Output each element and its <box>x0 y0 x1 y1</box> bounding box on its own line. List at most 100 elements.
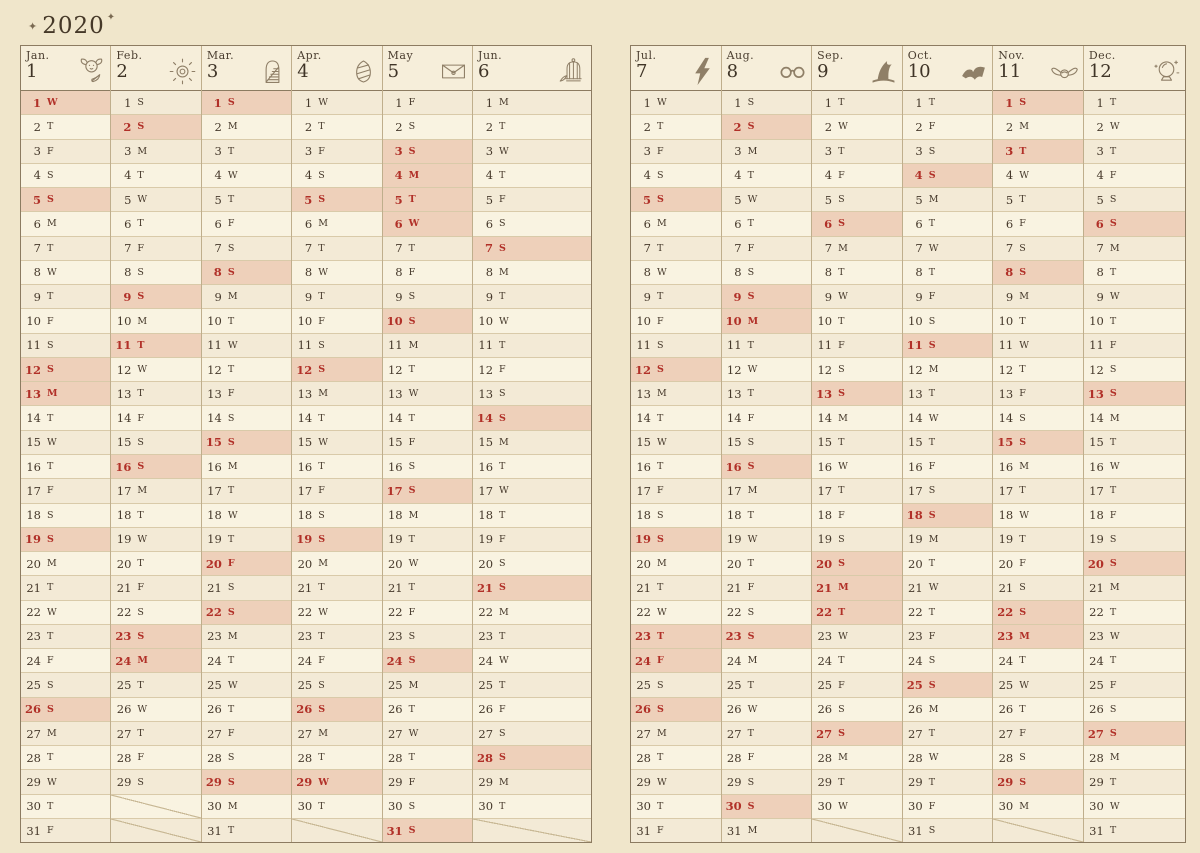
day-cell-jan-21[interactable]: 21 T <box>21 576 111 601</box>
day-cell-oct-11[interactable]: 11 S <box>902 333 993 358</box>
day-cell-jun-12[interactable]: 12 F <box>473 357 592 383</box>
day-cell-may-28[interactable]: 28 T <box>382 746 473 771</box>
day-cell-aug-22[interactable]: 22 S <box>721 600 812 625</box>
day-cell-aug-31[interactable]: 31 M <box>721 818 812 843</box>
day-cell-oct-13[interactable]: 13 T <box>902 382 993 407</box>
day-cell-sep-19[interactable]: 19 S <box>812 527 902 553</box>
day-cell-mar-13[interactable]: 13 F <box>201 382 292 407</box>
day-cell-nov-10[interactable]: 10 T <box>993 309 1083 334</box>
day-cell-nov-30[interactable]: 30 M <box>993 794 1083 819</box>
day-cell-sep-30[interactable]: 30 W <box>812 794 902 819</box>
day-cell-nov-21[interactable]: 21 S <box>993 576 1083 601</box>
day-cell-mar-24[interactable]: 24 T <box>201 649 292 674</box>
day-cell-mar-14[interactable]: 14 S <box>201 406 292 431</box>
day-cell-mar-19[interactable]: 19 T <box>201 527 292 553</box>
day-cell-nov-19[interactable]: 19 T <box>993 527 1083 553</box>
day-cell-jul-16[interactable]: 16 T <box>631 454 721 480</box>
day-cell-jun-14[interactable]: 14 S <box>473 406 592 431</box>
day-cell-aug-26[interactable]: 26 W <box>721 697 812 722</box>
day-cell-apr-11[interactable]: 11 S <box>292 333 382 358</box>
day-cell-sep-26[interactable]: 26 S <box>812 697 902 722</box>
day-cell-oct-30[interactable]: 30 F <box>902 794 993 819</box>
day-cell-jul-11[interactable]: 11 S <box>631 333 721 358</box>
day-cell-may-15[interactable]: 15 F <box>382 430 473 455</box>
day-cell-may-23[interactable]: 23 S <box>382 624 473 650</box>
day-cell-aug-10[interactable]: 10 M <box>721 309 812 334</box>
day-cell-feb-13[interactable]: 13 T <box>111 382 201 407</box>
day-cell-feb-29[interactable]: 29 S <box>111 770 201 795</box>
day-cell-may-25[interactable]: 25 M <box>382 673 473 698</box>
day-cell-jan-23[interactable]: 23 T <box>21 624 111 650</box>
day-cell-nov-14[interactable]: 14 S <box>993 406 1083 431</box>
day-cell-nov-13[interactable]: 13 F <box>993 382 1083 407</box>
day-cell-oct-20[interactable]: 20 T <box>902 552 993 577</box>
day-cell-aug-27[interactable]: 27 T <box>721 721 812 747</box>
day-cell-jan-22[interactable]: 22 W <box>21 600 111 625</box>
day-cell-may-20[interactable]: 20 W <box>382 552 473 577</box>
day-cell-oct-21[interactable]: 21 W <box>902 576 993 601</box>
day-cell-sep-18[interactable]: 18 F <box>812 503 902 528</box>
day-cell-apr-27[interactable]: 27 M <box>292 721 382 747</box>
day-cell-may-12[interactable]: 12 T <box>382 357 473 383</box>
day-cell-jul-31[interactable]: 31 F <box>631 818 721 843</box>
day-cell-dec-11[interactable]: 11 F <box>1083 333 1186 358</box>
day-cell-jul-18[interactable]: 18 S <box>631 503 721 528</box>
day-cell-apr-29[interactable]: 29 W <box>292 770 382 795</box>
day-cell-feb-19[interactable]: 19 W <box>111 527 201 553</box>
day-cell-mar-28[interactable]: 28 S <box>201 746 292 771</box>
day-cell-dec-22[interactable]: 22 T <box>1083 600 1186 625</box>
day-cell-jul-12[interactable]: 12 S <box>631 357 721 383</box>
day-cell-oct-27[interactable]: 27 T <box>902 721 993 747</box>
day-cell-dec-18[interactable]: 18 F <box>1083 503 1186 528</box>
day-cell-may-14[interactable]: 14 T <box>382 406 473 431</box>
day-cell-jan-29[interactable]: 29 W <box>21 770 111 795</box>
day-cell-oct-25[interactable]: 25 S <box>902 673 993 698</box>
day-cell-jul-14[interactable]: 14 T <box>631 406 721 431</box>
day-cell-jun-19[interactable]: 19 F <box>473 527 592 553</box>
day-cell-nov-22[interactable]: 22 S <box>993 600 1083 625</box>
day-cell-may-19[interactable]: 19 T <box>382 527 473 553</box>
day-cell-mar-22[interactable]: 22 S <box>201 600 292 625</box>
day-cell-nov-29[interactable]: 29 S <box>993 770 1083 795</box>
day-cell-feb-24[interactable]: 24 M <box>111 649 201 674</box>
day-cell-jul-20[interactable]: 20 M <box>631 552 721 577</box>
day-cell-sep-29[interactable]: 29 T <box>812 770 902 795</box>
day-cell-jun-22[interactable]: 22 M <box>473 600 592 625</box>
day-cell-jan-28[interactable]: 28 T <box>21 746 111 771</box>
day-cell-jan-18[interactable]: 18 S <box>21 503 111 528</box>
day-cell-mar-18[interactable]: 18 W <box>201 503 292 528</box>
day-cell-apr-13[interactable]: 13 M <box>292 382 382 407</box>
day-cell-apr-28[interactable]: 28 T <box>292 746 382 771</box>
day-cell-may-30[interactable]: 30 S <box>382 794 473 819</box>
day-cell-mar-31[interactable]: 31 T <box>201 818 292 843</box>
day-cell-dec-24[interactable]: 24 T <box>1083 649 1186 674</box>
day-cell-oct-14[interactable]: 14 W <box>902 406 993 431</box>
day-cell-nov-18[interactable]: 18 W <box>993 503 1083 528</box>
day-cell-mar-17[interactable]: 17 T <box>201 479 292 504</box>
